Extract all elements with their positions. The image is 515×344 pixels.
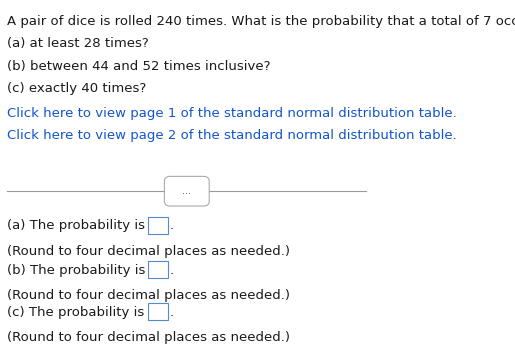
Text: Click here to view page 2 of the standard normal distribution table.: Click here to view page 2 of the standar… (8, 129, 457, 142)
Text: (b) between 44 and 52 times inclusive?: (b) between 44 and 52 times inclusive? (8, 60, 271, 73)
Text: (c) exactly 40 times?: (c) exactly 40 times? (8, 82, 147, 95)
Text: (b) The probability is: (b) The probability is (8, 264, 150, 277)
Text: (c) The probability is: (c) The probability is (8, 305, 149, 319)
Text: (a) at least 28 times?: (a) at least 28 times? (8, 37, 149, 50)
Text: ...: ... (182, 186, 191, 196)
Text: .: . (170, 305, 174, 319)
FancyBboxPatch shape (148, 217, 168, 234)
Text: Click here to view page 1 of the standard normal distribution table.: Click here to view page 1 of the standar… (8, 107, 457, 120)
Text: (Round to four decimal places as needed.): (Round to four decimal places as needed.… (8, 331, 290, 344)
Text: .: . (170, 219, 174, 232)
FancyBboxPatch shape (164, 176, 209, 206)
Text: A pair of dice is rolled 240 times. What is the probability that a total of 7 oc: A pair of dice is rolled 240 times. What… (8, 15, 515, 28)
Text: (Round to four decimal places as needed.): (Round to four decimal places as needed.… (8, 245, 290, 258)
FancyBboxPatch shape (148, 303, 168, 320)
Text: (a) The probability is: (a) The probability is (8, 219, 150, 232)
Text: .: . (170, 264, 174, 277)
Text: (Round to four decimal places as needed.): (Round to four decimal places as needed.… (8, 289, 290, 302)
FancyBboxPatch shape (148, 261, 168, 278)
